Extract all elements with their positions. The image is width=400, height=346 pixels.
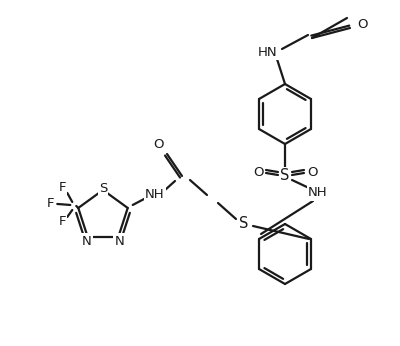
Text: O: O (307, 165, 317, 179)
Text: O: O (253, 165, 263, 179)
Text: N: N (114, 235, 124, 247)
Text: F: F (58, 181, 66, 194)
Text: NH: NH (308, 186, 328, 200)
Text: NH: NH (145, 189, 165, 201)
Text: F: F (46, 198, 54, 210)
Text: N: N (82, 235, 92, 247)
Text: O: O (358, 18, 368, 30)
Text: S: S (239, 217, 249, 231)
Text: F: F (58, 216, 66, 228)
Text: HN: HN (258, 46, 278, 58)
Text: O: O (153, 137, 163, 151)
Text: S: S (99, 182, 107, 194)
Text: S: S (280, 169, 290, 183)
